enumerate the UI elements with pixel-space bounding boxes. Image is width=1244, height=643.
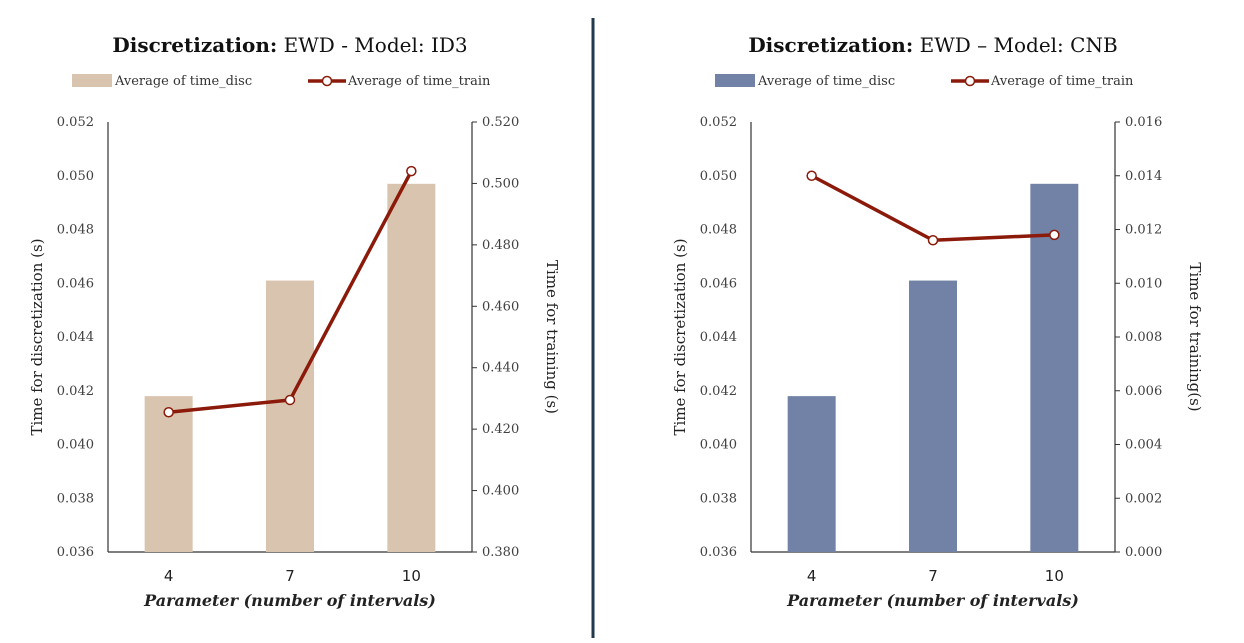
chart-title-bold: Discretization: xyxy=(112,33,277,57)
legend-label-bar: Average of time_disc xyxy=(114,74,252,89)
line-point-10 xyxy=(406,165,417,177)
right-tick-label: 0.016 xyxy=(1125,115,1162,130)
x-tick-label: 4 xyxy=(164,567,174,585)
x-axis-title: Parameter (number of intervals) xyxy=(786,591,1079,610)
legend-label-bar: Average of time_disc xyxy=(757,74,895,89)
line-point-4 xyxy=(806,170,817,181)
right-tick-label: 0.000 xyxy=(1125,545,1162,560)
right-tick-label: 0.010 xyxy=(1125,276,1162,291)
legend-swatch-bar xyxy=(72,74,112,87)
left-tick-label: 0.040 xyxy=(57,438,94,453)
line-point-7 xyxy=(284,394,296,406)
right-axis-title: Time for training (s) xyxy=(543,260,561,414)
x-axis-title: Parameter (number of intervals) xyxy=(143,591,436,610)
x-tick-label: 10 xyxy=(1045,567,1064,585)
right-tick-label: 0.460 xyxy=(482,299,519,314)
left-tick-label: 0.042 xyxy=(700,384,737,399)
chart-title-rest: EWD - Model: ID3 xyxy=(277,33,467,57)
chart-title: Discretization: EWD – Model: CNB xyxy=(748,33,1117,57)
left-tick-label: 0.044 xyxy=(57,330,94,345)
line-point-7 xyxy=(927,235,939,246)
right-tick-label: 0.480 xyxy=(482,238,519,253)
left-tick-label: 0.052 xyxy=(700,115,737,130)
bar-10 xyxy=(1030,183,1079,552)
x-tick-label: 4 xyxy=(807,567,817,585)
bar-10 xyxy=(387,183,436,552)
right-tick-label: 0.004 xyxy=(1125,438,1162,453)
legend-swatch-marker xyxy=(321,75,333,87)
left-tick-label: 0.036 xyxy=(57,545,94,560)
left-tick-label: 0.048 xyxy=(700,223,737,238)
left-axis-title: Time for discretization (s) xyxy=(671,238,689,435)
left-tick-label: 0.038 xyxy=(700,491,737,506)
left-axis-title: Time for discretization (s) xyxy=(28,238,46,435)
bar-7 xyxy=(909,280,957,552)
chart-title-rest: EWD – Model: CNB xyxy=(913,33,1117,57)
right-tick-label: 0.500 xyxy=(482,176,519,191)
bar-7 xyxy=(266,280,314,552)
x-tick-label: 10 xyxy=(402,567,421,585)
left-tick-label: 0.046 xyxy=(700,276,737,291)
left-tick-label: 0.044 xyxy=(700,330,737,345)
x-tick-label: 7 xyxy=(928,567,938,585)
left-tick-label: 0.050 xyxy=(700,169,737,184)
right-tick-label: 0.440 xyxy=(482,361,519,376)
left-tick-label: 0.042 xyxy=(57,384,94,399)
legend-label-line: Average of time_train xyxy=(347,74,491,89)
chart-title-bold: Discretization: xyxy=(748,33,913,57)
line-point-4 xyxy=(163,407,174,418)
train-time-line xyxy=(810,174,1055,242)
left-tick-label: 0.052 xyxy=(57,115,94,130)
right-tick-label: 0.380 xyxy=(482,545,519,560)
chart-panel-1: Discretization: EWD - Model: ID3 Average … xyxy=(28,33,561,610)
left-tick-label: 0.040 xyxy=(700,438,737,453)
right-axis-title: Time for training(s) xyxy=(1186,262,1204,411)
right-tick-label: 0.014 xyxy=(1125,169,1162,184)
right-tick-label: 0.006 xyxy=(1125,384,1162,399)
right-tick-label: 0.012 xyxy=(1125,223,1162,238)
bar-4 xyxy=(787,396,836,552)
right-tick-label: 0.420 xyxy=(482,422,519,437)
right-tick-label: 0.520 xyxy=(482,115,519,130)
legend-swatch-bar xyxy=(715,74,755,87)
left-tick-label: 0.036 xyxy=(700,545,737,560)
legend-swatch-marker xyxy=(964,75,976,87)
legend-label-line: Average of time_train xyxy=(990,74,1134,89)
line-point-10 xyxy=(1049,229,1060,241)
x-tick-label: 7 xyxy=(285,567,295,585)
bar-4 xyxy=(144,396,193,552)
chart-panel-2: Discretization: EWD – Model: CNB Average … xyxy=(671,33,1204,610)
right-tick-label: 0.002 xyxy=(1125,491,1162,506)
right-tick-label: 0.400 xyxy=(482,484,519,499)
left-tick-label: 0.048 xyxy=(57,223,94,238)
left-tick-label: 0.050 xyxy=(57,169,94,184)
chart-title: Discretization: EWD - Model: ID3 xyxy=(112,33,467,57)
right-tick-label: 0.008 xyxy=(1125,330,1162,345)
left-tick-label: 0.038 xyxy=(57,491,94,506)
left-tick-label: 0.046 xyxy=(57,276,94,291)
